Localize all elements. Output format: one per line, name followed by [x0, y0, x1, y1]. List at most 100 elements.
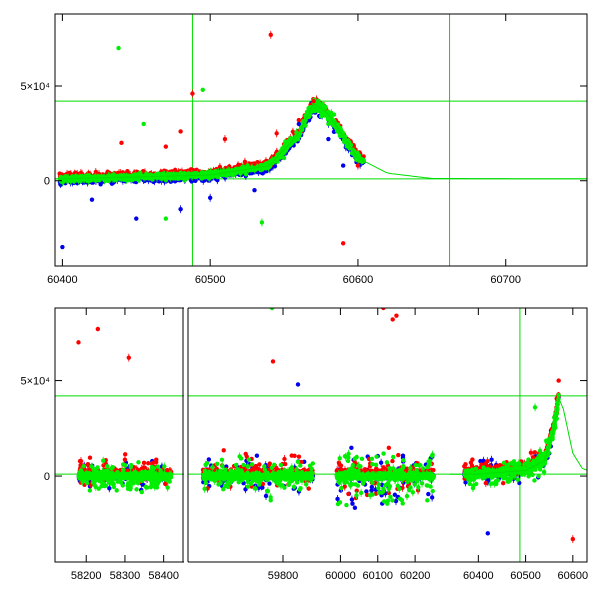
data-point-blue	[272, 164, 278, 169]
data-point-red	[153, 460, 159, 465]
data-point-blue	[252, 188, 257, 193]
data-point-red	[141, 460, 147, 466]
data-point-green	[125, 486, 131, 492]
data-point-red	[296, 117, 302, 123]
data-point-green	[128, 464, 134, 470]
data-point-red	[306, 486, 311, 491]
data-point-red	[221, 448, 226, 453]
data-point-green	[81, 463, 87, 469]
data-point-green	[329, 112, 335, 118]
data-point-red	[87, 455, 93, 460]
data-point-blue	[188, 178, 194, 183]
x-tick-label: 60400	[47, 274, 78, 286]
data-point-green	[79, 177, 85, 182]
data-point-red	[252, 161, 257, 166]
data-point-red	[311, 98, 316, 104]
data-point-red	[355, 163, 361, 168]
data-point-green	[155, 481, 160, 487]
data-point-green	[246, 457, 252, 462]
data-point-green	[178, 175, 183, 181]
data-point-red	[282, 456, 287, 462]
model-curve	[55, 103, 587, 180]
data-point-red	[163, 144, 169, 149]
data-point-green	[144, 485, 150, 490]
data-point-green	[198, 175, 204, 180]
data-point-green	[163, 177, 169, 183]
data-point-red	[146, 460, 151, 466]
data-point-green	[158, 473, 164, 479]
data-point-green	[345, 142, 351, 148]
data-point-green	[281, 155, 287, 161]
data-point-red	[296, 454, 302, 459]
data-point-green	[258, 167, 264, 173]
x-tick-label: 60500	[195, 274, 226, 286]
data-point-red	[257, 462, 262, 467]
data-point-red	[141, 465, 147, 470]
data-point-red	[222, 136, 228, 142]
data-point-green	[338, 133, 343, 139]
data-point-red	[274, 131, 279, 136]
data-point-red	[283, 461, 288, 467]
data-point-green	[126, 178, 132, 183]
data-point-green	[121, 467, 126, 473]
data-point-green	[69, 178, 74, 184]
data-point-red	[123, 452, 128, 457]
data-point-red	[101, 463, 106, 468]
data-point-green	[93, 484, 98, 490]
data-point-green	[65, 178, 71, 184]
data-point-green	[105, 463, 110, 469]
data-point-green	[214, 461, 220, 467]
data-point-green	[133, 172, 138, 178]
data-point-green	[79, 473, 84, 479]
data-point-green	[114, 488, 119, 493]
data-point-red	[267, 461, 272, 466]
data-point-green	[97, 478, 103, 484]
data-point-green	[298, 463, 303, 468]
data-point-red	[289, 453, 294, 458]
data-point-red	[57, 171, 62, 176]
data-point-green	[135, 176, 140, 182]
data-point-blue	[207, 195, 213, 200]
data-point-blue	[60, 244, 65, 250]
data-point-green	[142, 475, 147, 481]
data-point-green	[116, 45, 121, 51]
data-point-green	[281, 150, 286, 155]
data-point-green	[323, 105, 328, 110]
x-tick-label: 60700	[490, 274, 521, 286]
data-point-blue	[267, 481, 272, 486]
data-point-blue	[254, 453, 260, 458]
data-point-red	[268, 32, 273, 38]
data-point-green	[149, 482, 154, 487]
data-point-green	[303, 482, 309, 487]
data-point-green	[141, 121, 146, 127]
data-point-red	[122, 457, 128, 462]
data-point-green	[87, 488, 93, 493]
data-point-green	[136, 460, 141, 465]
data-point-green	[200, 87, 205, 92]
data-point-green	[101, 458, 106, 463]
data-point-green	[146, 174, 151, 180]
data-point-green	[132, 474, 137, 479]
data-point-blue	[340, 163, 346, 168]
bottom-plot-area	[55, 308, 587, 562]
data-point-green	[151, 466, 157, 471]
data-point-green	[183, 171, 188, 177]
data-point-red	[190, 91, 195, 96]
data-point-green	[286, 138, 292, 143]
data-point-green	[319, 112, 325, 117]
data-point-green	[282, 143, 287, 148]
data-point-green	[111, 484, 117, 490]
data-point-green	[91, 474, 96, 480]
data-point-green	[225, 169, 231, 174]
top-frame	[54, 13, 588, 267]
data-point-green	[278, 462, 284, 468]
data-point-green	[165, 473, 170, 479]
data-point-green	[151, 474, 156, 479]
data-point-green	[93, 468, 98, 474]
data-point-green	[204, 461, 210, 466]
data-point-green	[129, 479, 134, 484]
top-plot-area	[55, 14, 587, 266]
data-point-green	[138, 476, 143, 481]
